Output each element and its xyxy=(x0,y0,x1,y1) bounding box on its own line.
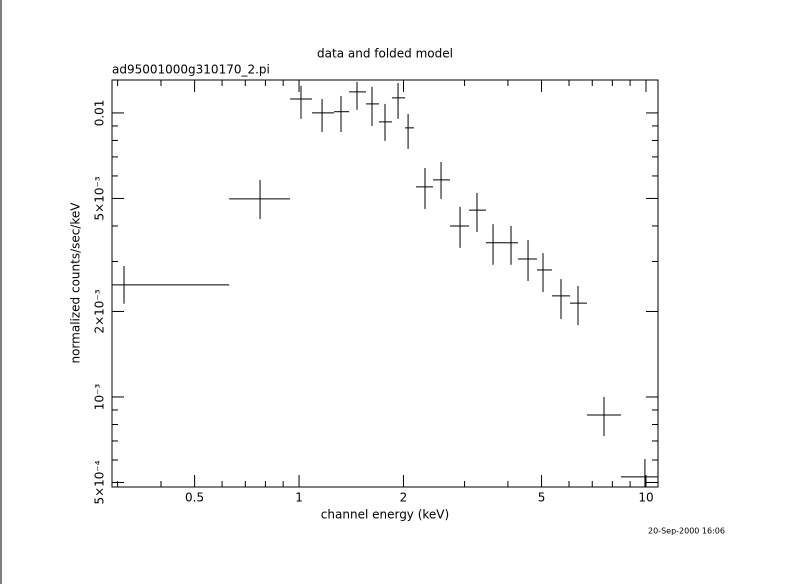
chart-subtitle: ad95001000g310170_2.pi xyxy=(112,63,270,77)
x-tick-label: 0.5 xyxy=(185,491,204,505)
y-tick-label: 5×10⁻³ xyxy=(93,176,107,220)
y-tick-label: 0.01 xyxy=(93,100,107,127)
timestamp: 20-Sep-2000 16:06 xyxy=(648,527,725,536)
x-axis-label: channel energy (keV) xyxy=(321,508,449,522)
y-axis-label: normalized counts/sec/keV xyxy=(69,202,83,364)
x-tick-label: 10 xyxy=(638,491,653,505)
y-tick-label: 10⁻³ xyxy=(93,384,107,411)
chart-title: data and folded model xyxy=(317,47,453,61)
x-tick-label: 5 xyxy=(538,491,546,505)
x-tick-label: 1 xyxy=(295,491,303,505)
plot-frame xyxy=(111,79,659,488)
x-tick-label: 2 xyxy=(400,491,408,505)
y-tick-label: 5×10⁻⁴ xyxy=(93,460,107,504)
y-tick-label: 2×10⁻³ xyxy=(93,289,107,333)
